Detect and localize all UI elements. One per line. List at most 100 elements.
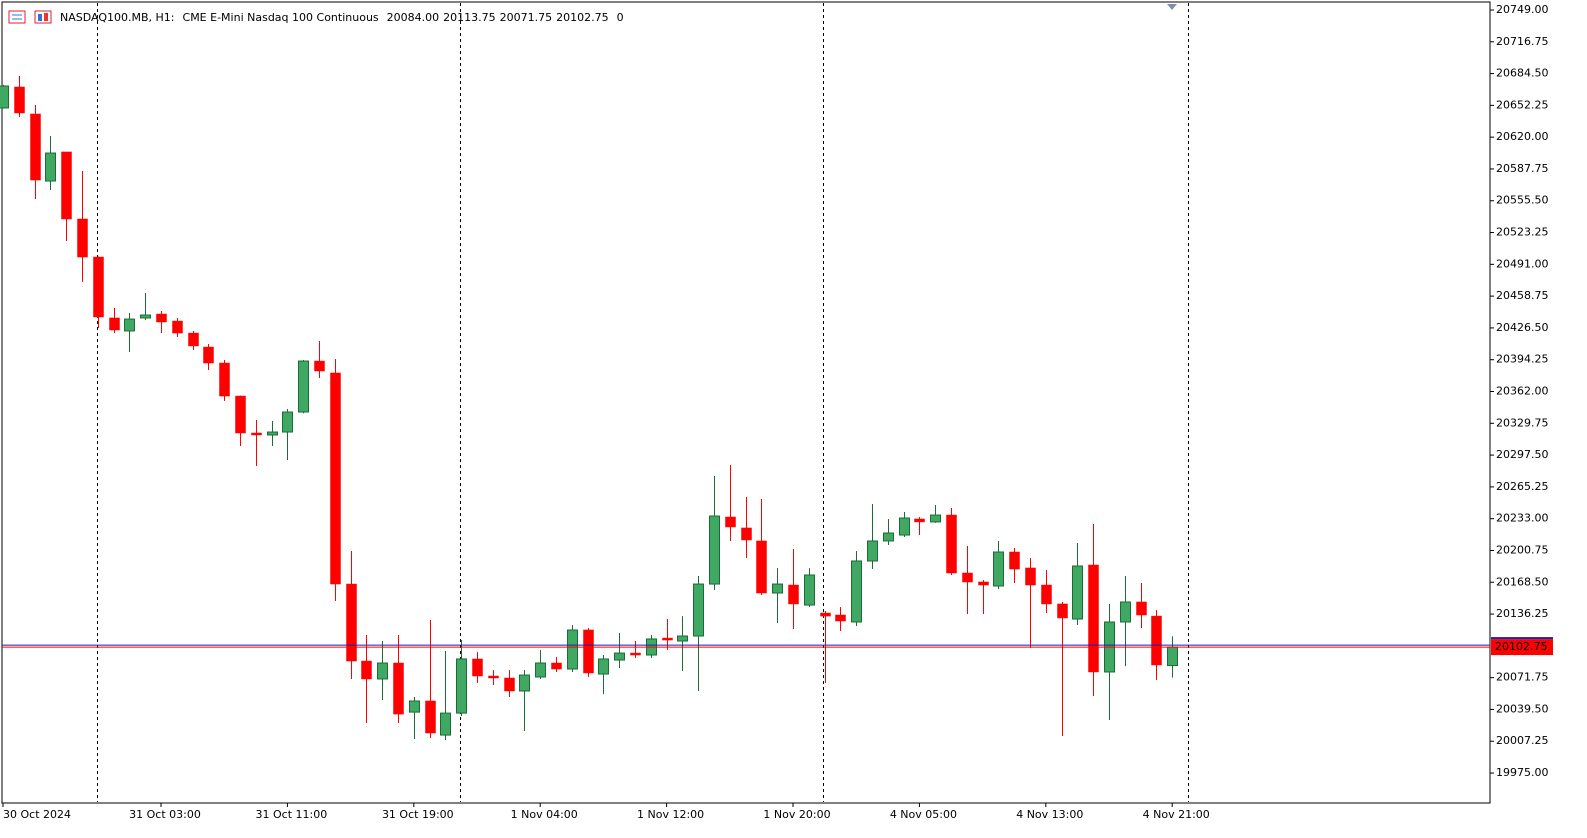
y-tick-label: 20329.75	[1496, 416, 1549, 429]
y-tick-label: 20458.75	[1496, 289, 1549, 302]
candle-body	[772, 583, 783, 594]
candle-body	[219, 362, 230, 397]
candle-body	[930, 514, 941, 523]
candle-body	[124, 318, 135, 332]
y-tick-label: 20297.50	[1496, 448, 1549, 461]
y-tick-label: 20007.25	[1496, 734, 1549, 747]
candle-body	[409, 700, 420, 713]
candle-body	[14, 86, 25, 114]
y-tick-label: 20716.75	[1496, 35, 1549, 48]
x-tick-label: 4 Nov 13:00	[1016, 808, 1083, 821]
y-tick-label: 20555.50	[1496, 194, 1549, 207]
candle-body	[393, 662, 404, 715]
low-value: 20071.75	[500, 11, 553, 24]
candle-body	[535, 662, 546, 678]
candle-body	[361, 660, 372, 680]
description: CME E-Mini Nasdaq 100 Continuous	[183, 11, 379, 24]
candle-body	[741, 527, 752, 541]
y-tick-label: 20749.00	[1496, 3, 1549, 16]
price-box	[1491, 639, 1553, 656]
shift-marker	[1167, 4, 1177, 10]
candle-body	[709, 515, 720, 585]
candle-body	[377, 662, 388, 680]
high-value: 20113.75	[443, 11, 496, 24]
candle-body	[598, 658, 609, 675]
candle-body	[662, 637, 673, 641]
plot-frame	[1, 1, 1491, 804]
candle-body	[188, 332, 199, 347]
candle-body	[914, 518, 925, 523]
y-tick-label: 20136.25	[1496, 607, 1549, 620]
open-value: 20084.00	[387, 11, 440, 24]
candle-body	[251, 432, 262, 436]
candle-body	[1009, 551, 1020, 570]
candle-body	[693, 583, 704, 637]
candle-body	[614, 652, 625, 661]
candle-body	[993, 551, 1004, 587]
candle-body	[851, 560, 862, 623]
candle-body	[109, 317, 120, 331]
y-tick-label: 20684.50	[1496, 67, 1549, 80]
candle-body	[425, 700, 436, 734]
candle-body	[1025, 567, 1036, 586]
candle-body	[488, 675, 499, 679]
y-tick-label: 19975.00	[1496, 766, 1549, 779]
candle-body	[1057, 603, 1068, 619]
candle-body	[504, 677, 515, 692]
ask-box-edge	[1491, 637, 1553, 640]
candle-body	[567, 629, 578, 670]
candle-body	[1136, 601, 1147, 616]
candle-body	[820, 612, 831, 617]
y-tick-label: 20362.00	[1496, 385, 1549, 398]
candle-body	[172, 320, 183, 334]
candle-body	[282, 411, 293, 433]
candle-body	[804, 574, 815, 606]
y-tick-label: 20233.00	[1496, 512, 1549, 525]
y-tick-label: 20620.00	[1496, 130, 1549, 143]
candle-body	[1088, 564, 1099, 673]
x-tick-label: 1 Nov 12:00	[637, 808, 704, 821]
y-tick-label: 20039.50	[1496, 702, 1549, 715]
candle-body	[1151, 615, 1162, 666]
candle-body	[1041, 584, 1052, 605]
x-tick-label: 31 Oct 11:00	[256, 808, 328, 821]
candle-body	[1167, 646, 1178, 667]
icon	[44, 13, 48, 21]
header-icons	[8, 10, 52, 24]
icon	[38, 14, 42, 21]
y-tick-label: 20265.25	[1496, 480, 1549, 493]
x-tick-label: 31 Oct 19:00	[382, 808, 454, 821]
y-tick-label: 20491.00	[1496, 257, 1549, 270]
header: NASDAQ100.MB, H1: CME E-Mini Nasdaq 100 C…	[60, 11, 624, 24]
candle-body	[677, 635, 688, 642]
candle-body	[946, 514, 957, 574]
price-label: 20102.75	[1495, 640, 1548, 653]
candle-body	[725, 516, 736, 528]
y-tick-label: 20394.25	[1496, 353, 1549, 366]
day-separators	[97, 3, 1189, 802]
candle-body	[583, 629, 594, 674]
candle-body	[156, 313, 167, 323]
candle-body	[235, 395, 246, 434]
y-tick-label: 20652.25	[1496, 98, 1549, 111]
y-tick-label: 20426.50	[1496, 321, 1549, 334]
candle-body	[630, 652, 641, 656]
close-value: 20102.75	[556, 11, 609, 24]
x-tick-label: 1 Nov 04:00	[511, 808, 578, 821]
candle-body	[61, 151, 72, 220]
candle-body	[962, 572, 973, 583]
y-tick-label: 20168.50	[1496, 575, 1549, 588]
y-tick-label: 20200.75	[1496, 543, 1549, 556]
x-tick-label: 31 Oct 03:00	[129, 808, 201, 821]
candle-body	[45, 152, 56, 182]
x-tick-label: 4 Nov 21:00	[1143, 808, 1210, 821]
candle-body	[93, 256, 104, 318]
candle-body	[314, 360, 325, 372]
x-tick-label: 4 Nov 05:00	[890, 808, 957, 821]
candle-body	[788, 584, 799, 605]
candle-body	[0, 85, 9, 109]
candle-body	[77, 218, 88, 258]
x-tick-label: 1 Nov 20:00	[763, 808, 830, 821]
